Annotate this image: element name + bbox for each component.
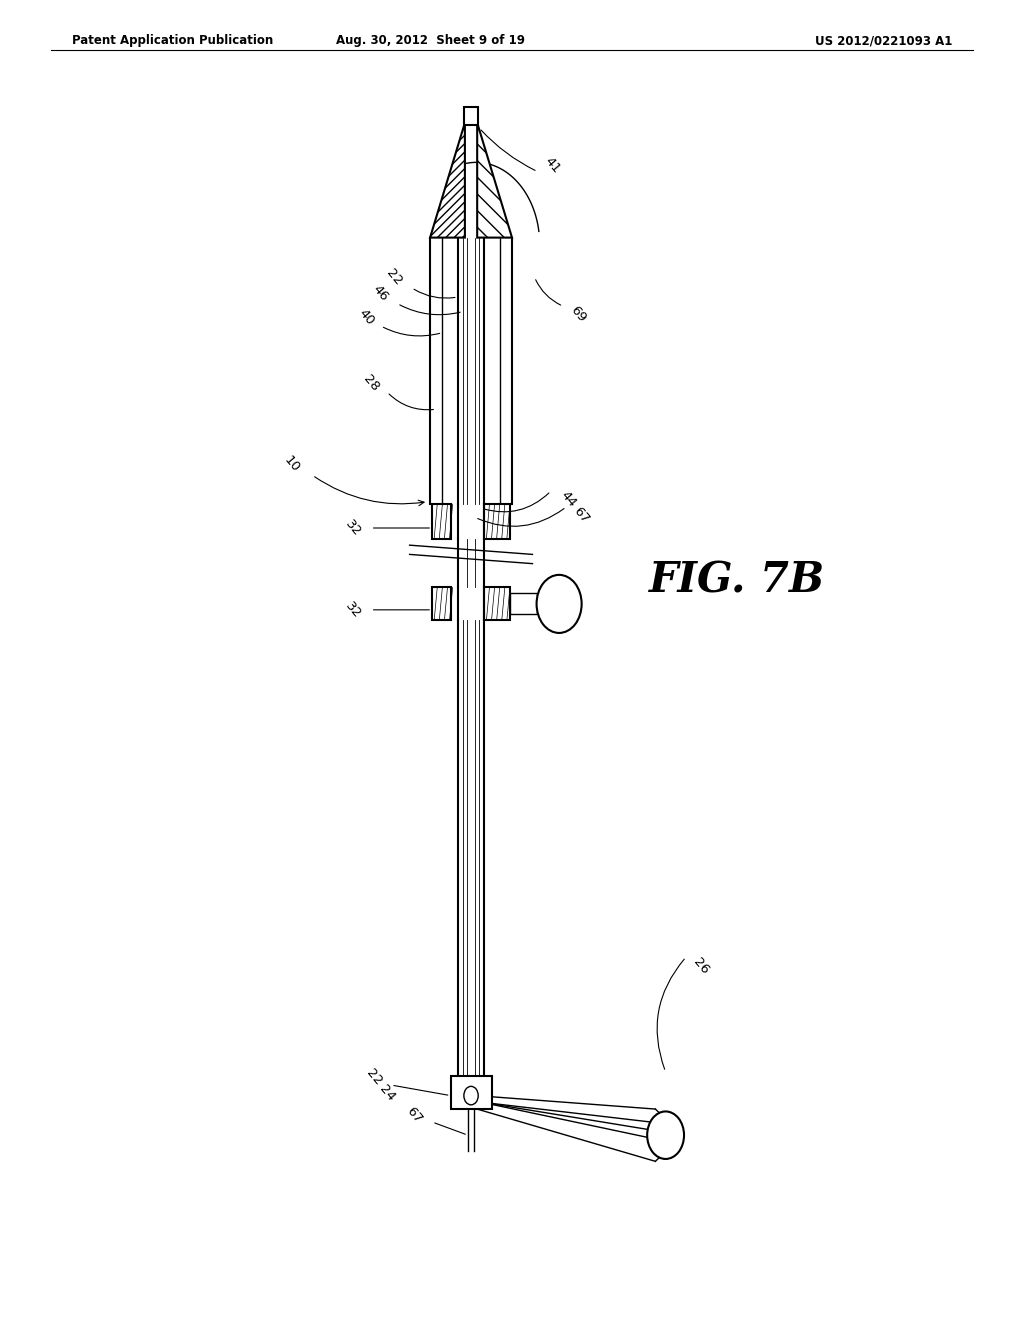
Text: 32: 32: [343, 517, 364, 539]
Text: US 2012/0221093 A1: US 2012/0221093 A1: [815, 34, 952, 48]
Bar: [484, 587, 510, 620]
Text: 28: 28: [360, 372, 381, 393]
Text: 24: 24: [377, 1082, 397, 1104]
Text: FIG. 7B: FIG. 7B: [649, 560, 825, 602]
Text: 46: 46: [371, 282, 391, 304]
Circle shape: [464, 1086, 478, 1105]
Text: 40: 40: [356, 306, 377, 327]
Polygon shape: [430, 123, 465, 238]
Text: 22: 22: [364, 1067, 384, 1088]
Text: Aug. 30, 2012  Sheet 9 of 19: Aug. 30, 2012 Sheet 9 of 19: [336, 34, 524, 48]
Text: 22: 22: [384, 267, 404, 288]
Bar: [464, 107, 478, 125]
Text: 67: 67: [571, 504, 592, 525]
Text: 32: 32: [343, 599, 364, 620]
Bar: [432, 587, 451, 620]
Text: 10: 10: [282, 454, 302, 475]
Text: Patent Application Publication: Patent Application Publication: [72, 34, 273, 48]
Text: 44: 44: [558, 488, 579, 510]
Text: 69: 69: [568, 304, 589, 325]
Circle shape: [647, 1111, 684, 1159]
Bar: [484, 504, 510, 539]
Text: 41: 41: [543, 154, 563, 176]
Text: 26: 26: [691, 956, 712, 977]
Circle shape: [537, 576, 582, 634]
Text: 67: 67: [404, 1105, 425, 1126]
Bar: [432, 504, 451, 539]
Polygon shape: [477, 123, 512, 238]
Bar: [451, 1076, 492, 1109]
Bar: [510, 594, 537, 615]
